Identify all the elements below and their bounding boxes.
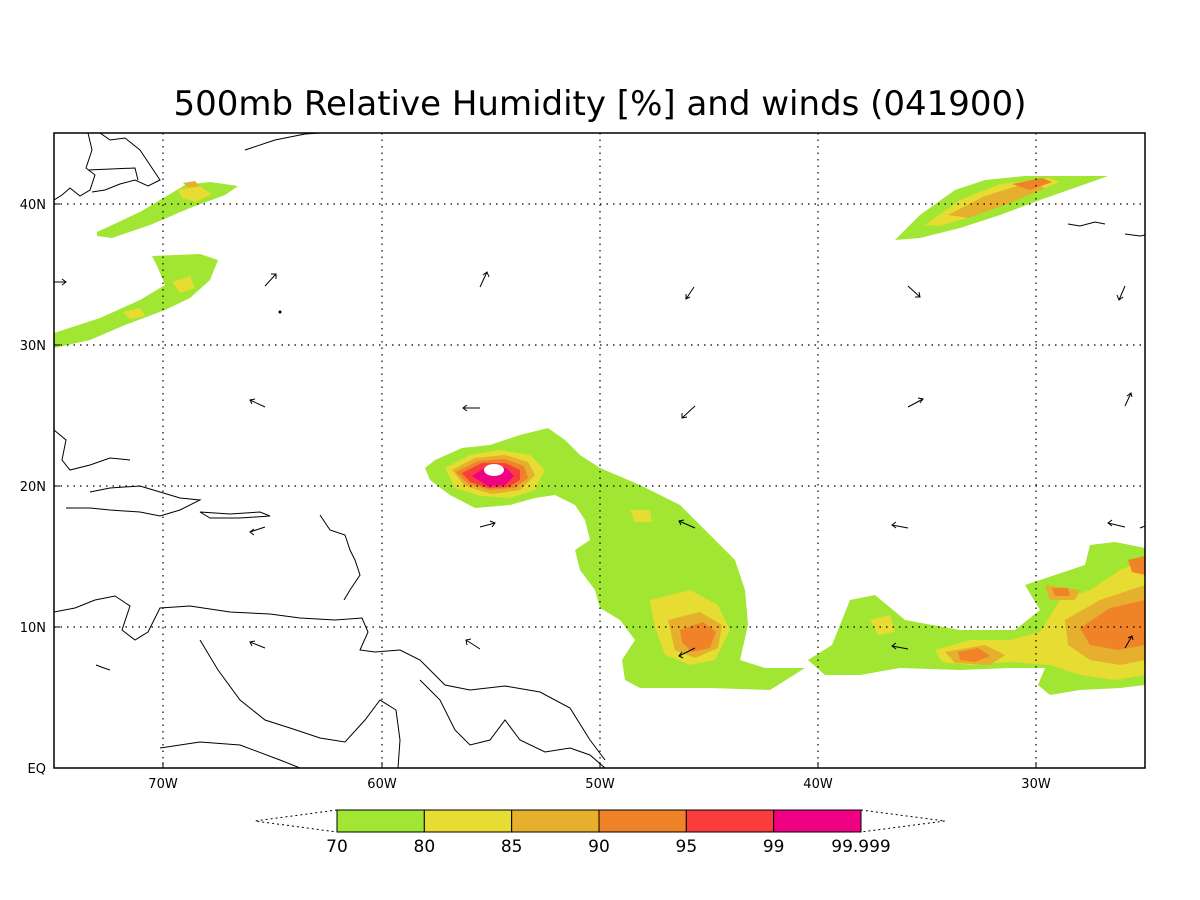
axis-ticks [54, 203, 1037, 768]
wind-arrow [249, 526, 266, 536]
wind-arrow [907, 285, 921, 298]
wind-arrow [1116, 285, 1126, 301]
wind-arrow [891, 521, 909, 529]
wind-arrow [681, 405, 696, 419]
humidity-region-hurricane [425, 428, 805, 690]
lon-tick-label: 40W [803, 777, 833, 792]
wind-arrow [479, 520, 496, 528]
colorbar-level-label: 70 [326, 837, 348, 857]
wind-arrow [1139, 525, 1145, 529]
humidity-region-northeast [895, 176, 1108, 240]
wind-arrow [479, 271, 490, 288]
lat-tick-label: 10N [20, 621, 46, 636]
colorbar-level-label: 90 [588, 837, 610, 857]
humidity-region-east [808, 542, 1145, 695]
wind-arrow [685, 286, 695, 300]
lat-tick-label: 20N [20, 480, 46, 495]
lon-tick-label: 30W [1021, 777, 1051, 792]
lon-tick-label: 50W [585, 777, 615, 792]
wind-arrow [249, 398, 266, 408]
wind-arrow [678, 519, 696, 529]
colorbar-level-label: 99 [763, 837, 785, 857]
coastlines [54, 133, 1145, 768]
lon-tick-label: 70W [148, 777, 178, 792]
wind-arrow [465, 638, 481, 650]
colorbar-swatch [511, 809, 600, 833]
lat-tick-label: 40N [20, 198, 46, 213]
wind-arrows [54, 271, 1145, 659]
colorbar-level-label: 95 [676, 837, 698, 857]
colorbar-level-label: 80 [414, 837, 436, 857]
colorbar-swatch [598, 809, 687, 833]
colorbar-swatch [336, 809, 425, 833]
lat-tick-label: 30N [20, 339, 46, 354]
map-title: 500mb Relative Humidity [%] and winds (0… [174, 84, 1027, 124]
wind-arrow [54, 278, 67, 286]
wind-arrow [678, 647, 696, 659]
colorbar-swatch [685, 809, 775, 833]
wind-arrow [264, 273, 277, 287]
wind-arrow [1107, 519, 1126, 528]
colorbar: 70 80 85 90 95 99 99.999 [254, 809, 946, 857]
lat-tick-label: EQ [28, 762, 46, 777]
wind-arrow [1124, 635, 1134, 649]
wind-arrow [1124, 392, 1133, 407]
wind-arrow [907, 397, 924, 408]
colorbar-level-label: 85 [501, 837, 523, 857]
colorbar-swatch [773, 809, 862, 833]
humidity-region-northwest [54, 181, 238, 348]
lon-tick-label: 60W [367, 777, 397, 792]
colorbar-swatch [423, 809, 513, 833]
wind-arrow [462, 404, 480, 412]
map-gridlines [54, 133, 1145, 768]
wind-arrow [249, 640, 266, 649]
colorbar-level-label: 99.999 [831, 837, 890, 857]
wind-arrow [891, 642, 909, 650]
